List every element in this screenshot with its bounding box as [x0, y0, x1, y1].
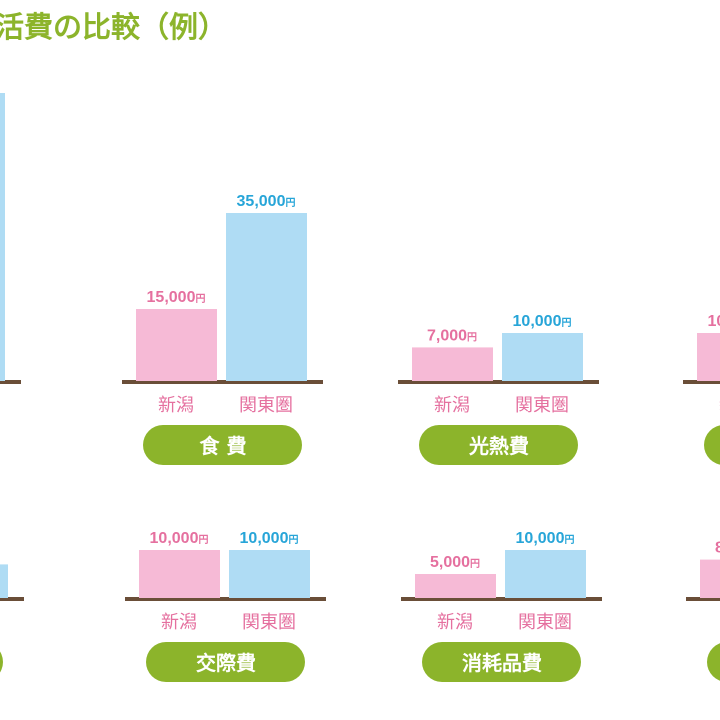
- bar-niigata: [415, 574, 496, 598]
- bar-kanto: [0, 564, 8, 598]
- category-label: 食 費: [200, 434, 247, 458]
- axis-line: [0, 597, 24, 601]
- category-pill: [422, 642, 581, 682]
- category-label: 光熱費: [468, 434, 529, 458]
- bar-niigata: [139, 550, 220, 598]
- x-tick-label: 関東圏: [515, 395, 569, 416]
- data-label: 5,000円: [430, 554, 480, 571]
- data-label: 10,000円: [150, 530, 209, 547]
- x-tick-label: 関東圏: [518, 612, 572, 633]
- x-tick-label: 新潟: [434, 395, 470, 416]
- axis-line: [686, 597, 720, 601]
- data-label: 10,000円: [240, 530, 299, 547]
- chart-title: 生活費の比較（例）: [0, 10, 228, 44]
- bar-kanto: [0, 93, 5, 381]
- x-tick-label: 新潟: [437, 612, 473, 633]
- bar-kanto: [226, 213, 307, 381]
- bar-kanto: [229, 550, 310, 598]
- bar-group: 10,000円新潟関東圏: [683, 313, 720, 465]
- data-label: 35,000円: [237, 193, 296, 210]
- category-pill: [704, 425, 720, 465]
- bar-niigata: [697, 333, 720, 381]
- axis-line: [401, 597, 602, 601]
- x-tick-label: 新潟: [161, 612, 197, 633]
- category-pill: [419, 425, 578, 465]
- data-label: 10,000円: [708, 313, 720, 330]
- category-label: 消耗品費: [462, 651, 542, 675]
- bar-niigata: [412, 347, 493, 381]
- bar-kanto: [505, 550, 586, 598]
- category-pill: [707, 643, 720, 681]
- bar-group: 8,000円新潟関東圏: [686, 540, 720, 681]
- x-tick-label: 関東圏: [239, 395, 293, 416]
- category-pill: [143, 425, 302, 465]
- bar-niigata: [136, 309, 217, 381]
- data-label: 15,000円: [147, 289, 206, 306]
- axis-line: [0, 380, 21, 384]
- x-tick-label: 新潟: [158, 395, 194, 416]
- x-tick-label: 関東圏: [242, 612, 296, 633]
- data-label: 10,000円: [513, 313, 572, 330]
- category-pill: [0, 651, 3, 673]
- category-label: 交際費: [196, 651, 256, 675]
- bar-kanto: [502, 333, 583, 381]
- axis-line: [683, 380, 720, 384]
- data-label: 10,000円: [516, 530, 575, 547]
- data-label: 8,000円: [715, 540, 720, 557]
- category-pill: [146, 642, 305, 682]
- data-label: 7,000円: [427, 327, 477, 344]
- axis-line: [125, 597, 326, 601]
- axis-line: [398, 380, 599, 384]
- axis-line: [122, 380, 323, 384]
- bar-niigata: [700, 559, 720, 598]
